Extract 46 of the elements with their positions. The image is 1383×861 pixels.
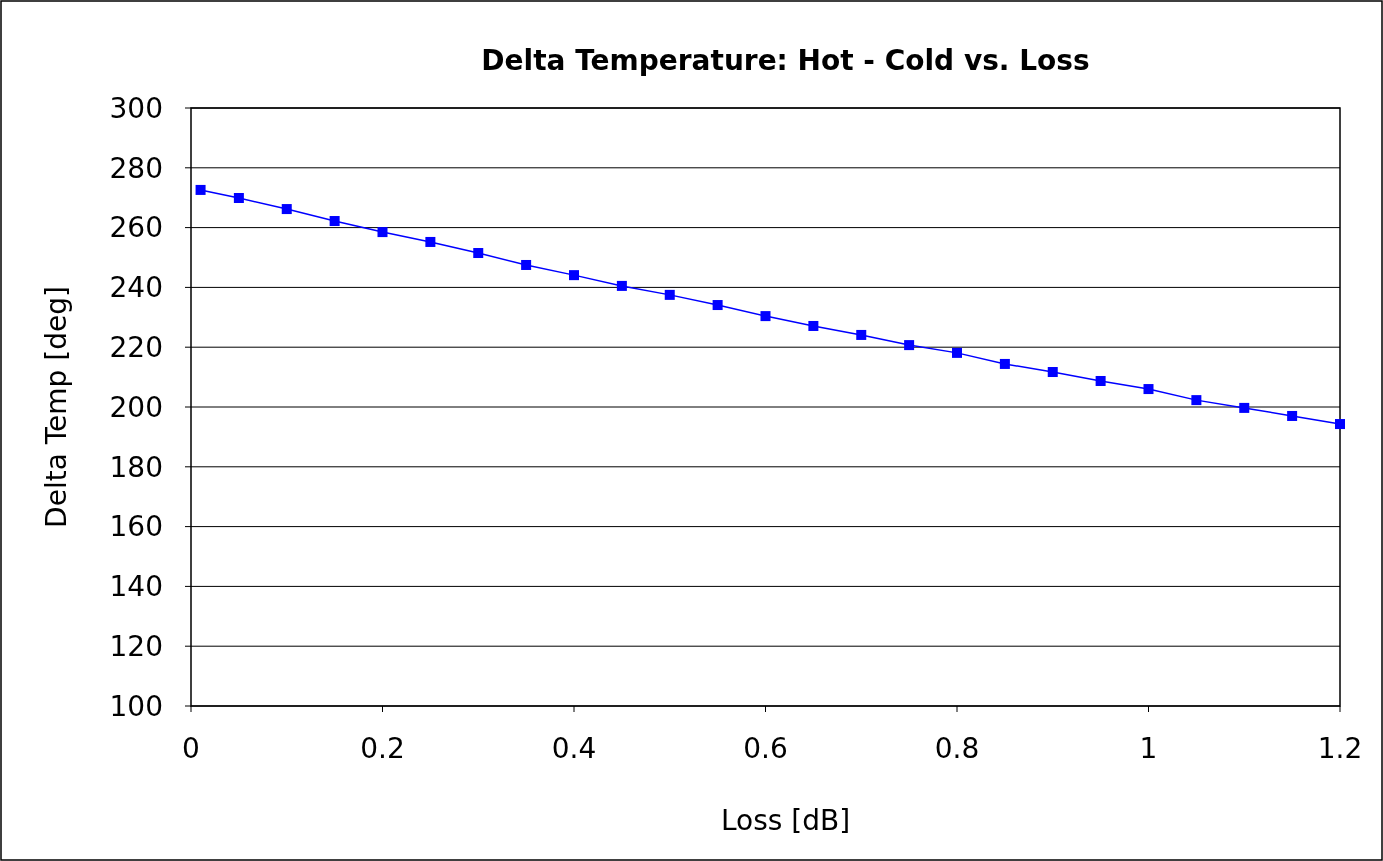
y-tick-label: 240 <box>109 271 163 305</box>
x-tick-label: 0 <box>182 732 200 765</box>
x-tick-label: 0.8 <box>934 732 980 765</box>
x-tick-label: 0.2 <box>360 732 405 765</box>
x-tick-label: 0.6 <box>743 732 788 765</box>
point <box>664 289 675 300</box>
y-tick-label: 160 <box>109 510 163 544</box>
point <box>712 300 723 311</box>
point <box>521 259 532 270</box>
y-tick-label: 200 <box>109 390 163 424</box>
point <box>808 320 819 331</box>
point <box>1239 402 1250 413</box>
point <box>1143 384 1154 395</box>
point <box>616 280 627 291</box>
x-axis-title: Loss [dB] <box>720 804 851 837</box>
x-tick-label: 1 <box>1139 732 1158 765</box>
point <box>1287 410 1298 421</box>
point <box>1191 395 1202 406</box>
point <box>233 193 244 203</box>
point <box>1095 375 1106 386</box>
point <box>1335 419 1345 430</box>
point <box>1047 367 1058 378</box>
y-tick-label: 180 <box>109 450 163 484</box>
point <box>856 329 867 340</box>
y-tick-label: 300 <box>109 91 163 125</box>
point <box>473 248 484 259</box>
point <box>904 340 915 351</box>
x-tick-label: 0.4 <box>551 732 597 765</box>
point <box>281 204 292 215</box>
point <box>999 358 1010 369</box>
y-tick-label: 280 <box>109 151 163 185</box>
y-axis-title: Delta Temp [deg] <box>40 286 73 528</box>
chart-title: Delta Temperature: Hot - Cold vs. Loss <box>481 44 1090 77</box>
x-tick-label: 1.2 <box>1317 732 1363 765</box>
y-tick-label: 140 <box>109 570 163 604</box>
point <box>195 184 206 195</box>
point <box>760 311 771 322</box>
y-tick-label: 220 <box>109 331 163 364</box>
y-tick-label: 120 <box>109 630 163 663</box>
y-tick-label: 260 <box>109 211 163 245</box>
point <box>425 236 436 247</box>
point <box>569 270 579 281</box>
point <box>377 227 388 238</box>
point <box>952 347 962 358</box>
point <box>329 216 340 227</box>
y-tick-label: 100 <box>109 689 163 723</box>
